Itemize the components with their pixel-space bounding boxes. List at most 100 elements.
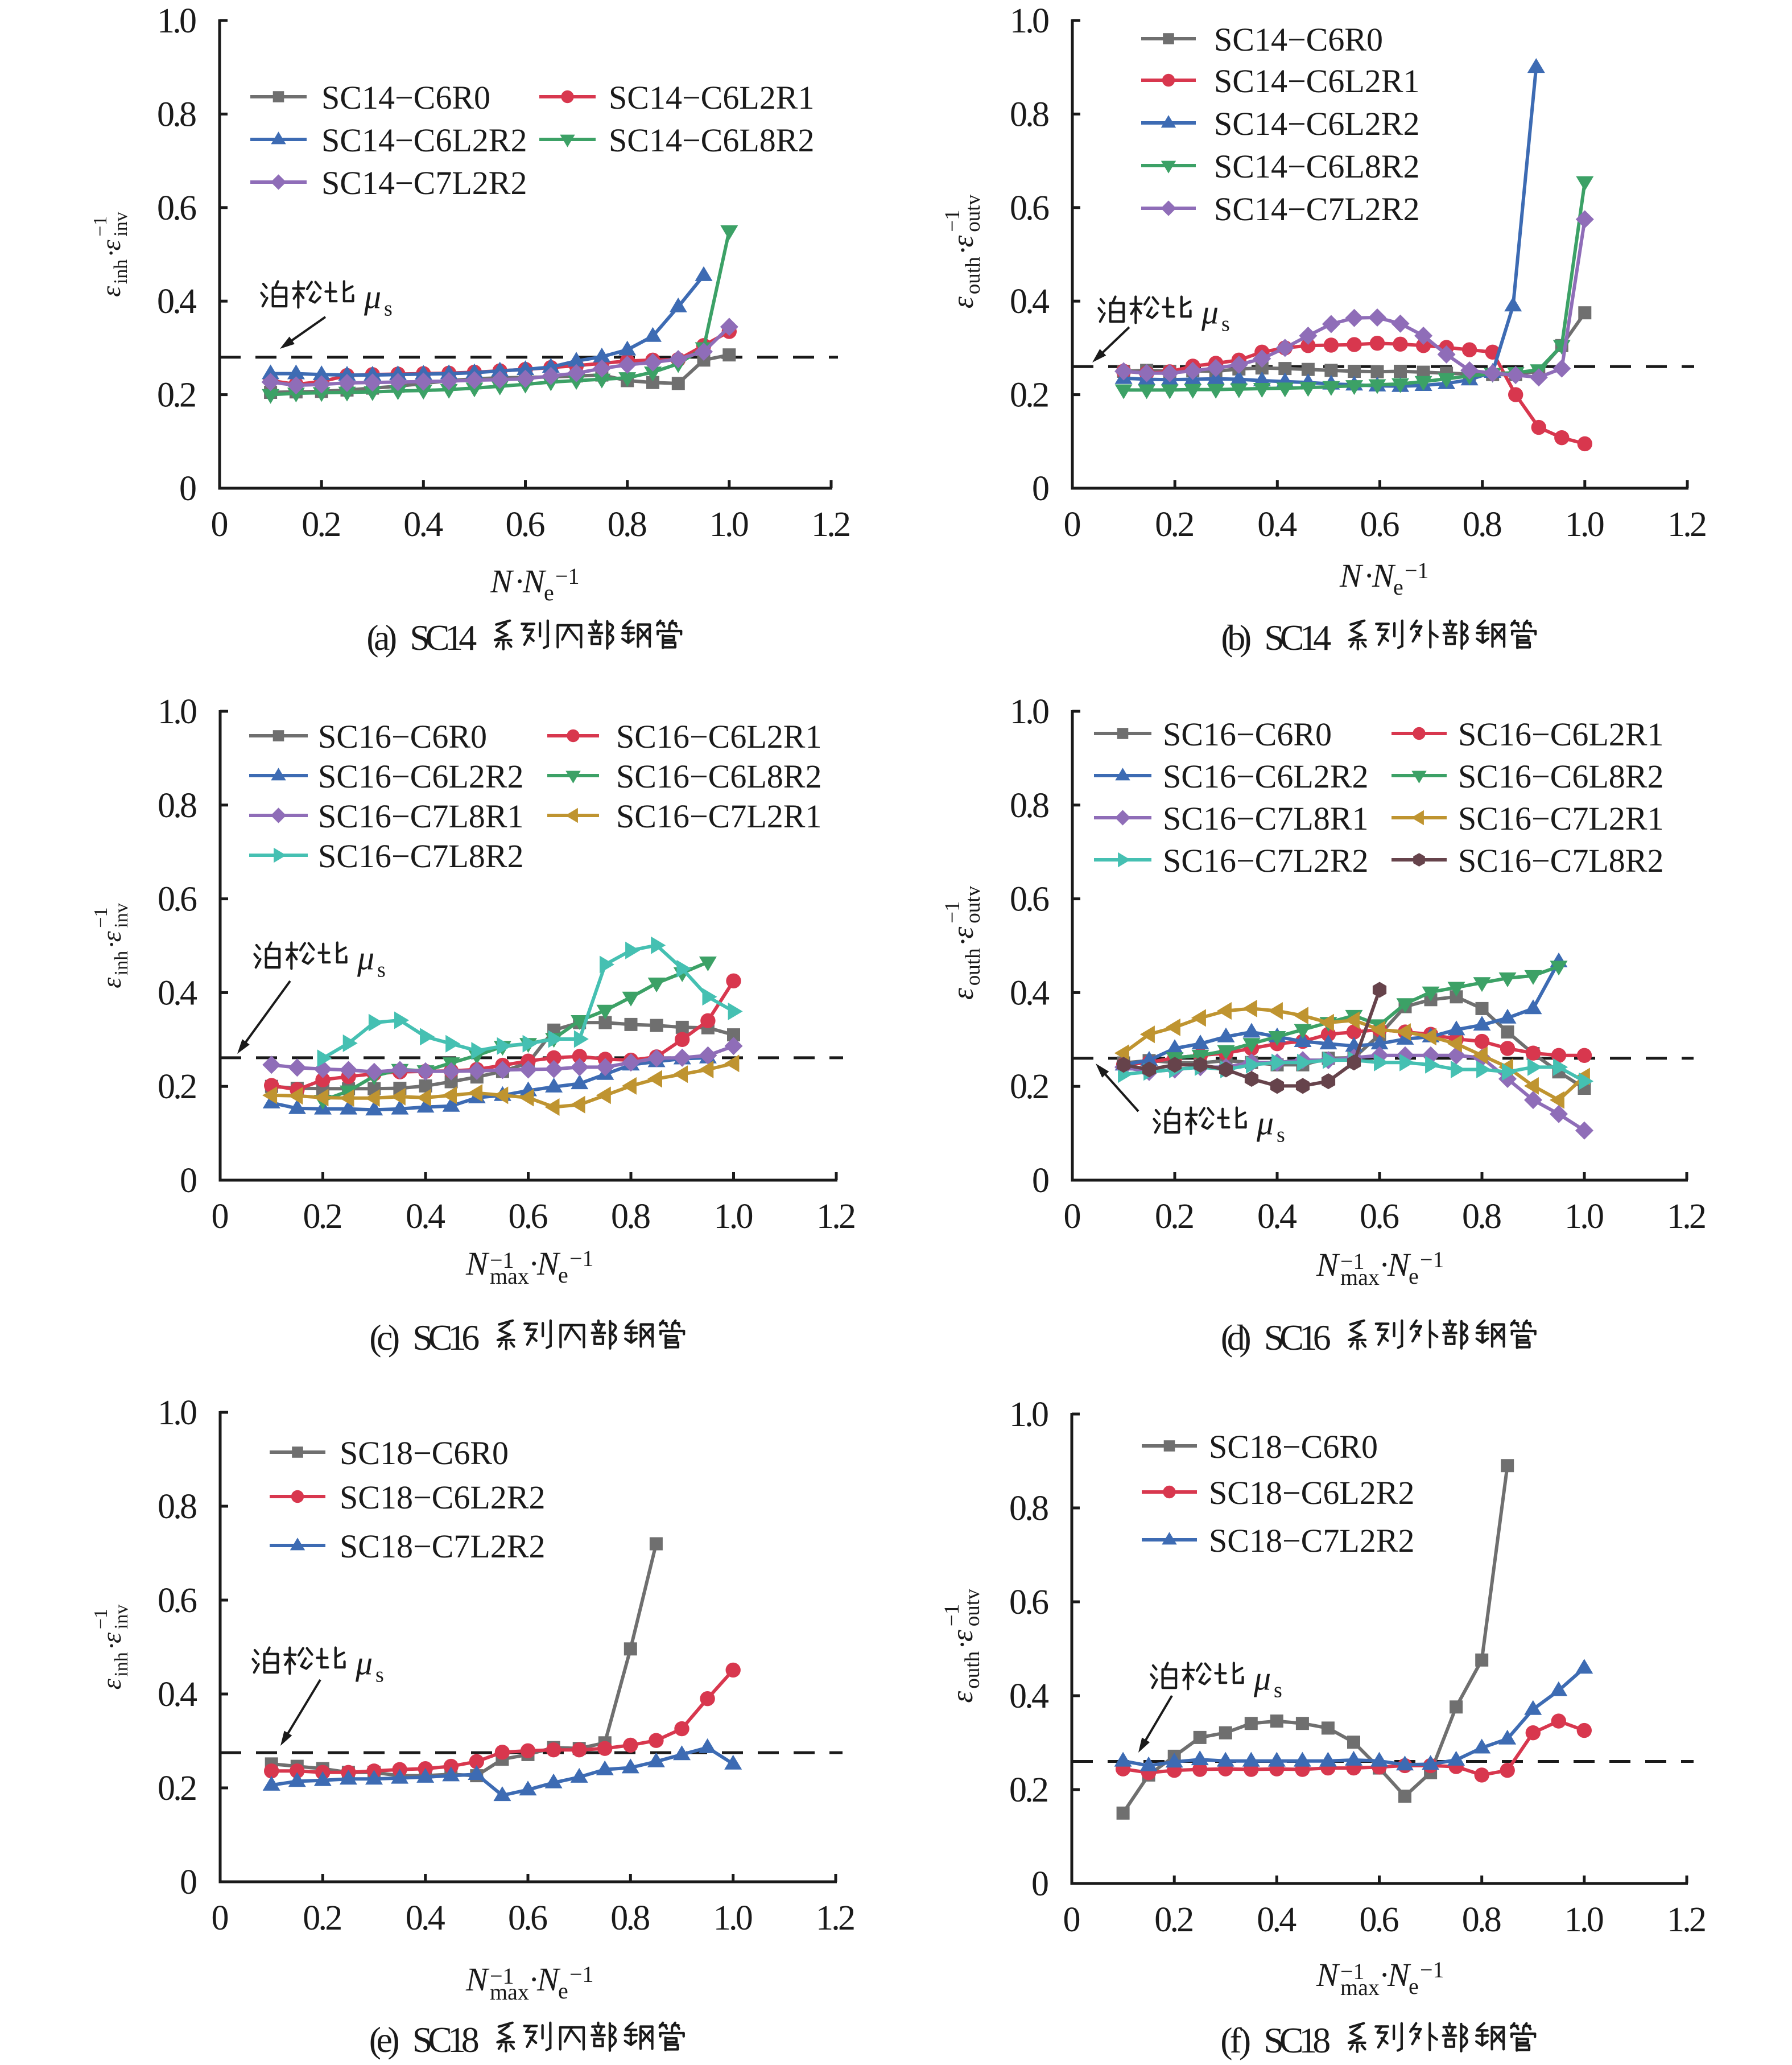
svg-text:−1: −1: [1340, 1959, 1365, 1984]
svg-text:0.6: 0.6: [1010, 189, 1050, 228]
svg-text:(c): (c): [369, 1317, 400, 1358]
svg-text:SC16−C6L2R2: SC16−C6L2R2: [318, 758, 523, 795]
svg-text:SC16−C6R0: SC16−C6R0: [1163, 716, 1332, 753]
svg-text:0.6: 0.6: [506, 505, 546, 544]
svg-text:SC18−C6R0: SC18−C6R0: [340, 1435, 509, 1472]
svg-text:ε: ε: [97, 931, 127, 942]
svg-text:0.6: 0.6: [158, 1581, 197, 1620]
svg-text:0.4: 0.4: [1257, 1197, 1297, 1236]
svg-text:ε: ε: [96, 286, 126, 297]
svg-text:0: 0: [211, 505, 229, 544]
svg-text:μ: μ: [1256, 1104, 1274, 1141]
svg-text:inh: inh: [111, 951, 132, 975]
svg-text:SC16−C7L2R1: SC16−C7L2R1: [1458, 800, 1663, 837]
svg-text:SC14−C6L8R2: SC14−C6L8R2: [609, 122, 814, 159]
svg-text:0.8: 0.8: [157, 95, 197, 134]
svg-text:SC14: SC14: [1264, 617, 1331, 658]
svg-text:s: s: [384, 296, 393, 320]
svg-text:SC16−C7L8R1: SC16−C7L8R1: [318, 798, 523, 835]
svg-text:ε: ε: [97, 1679, 127, 1689]
svg-text:SC14−C7L2R2: SC14−C7L2R2: [1214, 191, 1419, 228]
svg-text:N: N: [1316, 1246, 1340, 1283]
svg-text:outh: outh: [961, 948, 985, 986]
svg-text:0: 0: [212, 1197, 229, 1236]
svg-text:0.6: 0.6: [509, 1197, 548, 1236]
svg-text:SC18−C7L2R2: SC18−C7L2R2: [340, 1528, 545, 1565]
svg-text:SC14−C7L2R2: SC14−C7L2R2: [321, 164, 527, 201]
svg-text:0: 0: [1032, 469, 1050, 508]
svg-text:s: s: [1277, 1123, 1285, 1147]
svg-text:1.2: 1.2: [1667, 505, 1707, 544]
svg-text:s: s: [1221, 312, 1230, 336]
svg-text:0.4: 0.4: [406, 1899, 445, 1938]
svg-text:s: s: [377, 958, 386, 982]
svg-text:inv: inv: [111, 1605, 132, 1629]
svg-text:μ: μ: [1201, 293, 1219, 331]
svg-text:inh: inh: [111, 1652, 132, 1676]
svg-text:1.0: 1.0: [157, 2, 197, 40]
svg-text:N: N: [1316, 1956, 1340, 1993]
svg-text:1.0: 1.0: [1010, 693, 1050, 731]
svg-text:0.6: 0.6: [1360, 1197, 1399, 1236]
svg-text:0.6: 0.6: [158, 880, 197, 919]
svg-text:μ: μ: [364, 278, 381, 315]
svg-text:SC16−C6L2R2: SC16−C6L2R2: [1163, 758, 1368, 795]
svg-text:N: N: [465, 1961, 490, 1998]
svg-text:0.2: 0.2: [1010, 1067, 1050, 1106]
svg-text:0.8: 0.8: [158, 1487, 197, 1526]
svg-text:−1: −1: [1405, 558, 1429, 583]
svg-text:1.2: 1.2: [811, 505, 851, 544]
svg-text:−1: −1: [1340, 1248, 1365, 1274]
svg-text:e: e: [1393, 574, 1403, 600]
svg-text:ε: ε: [947, 236, 980, 248]
svg-text:0.4: 0.4: [1257, 505, 1297, 544]
svg-text:SC14−C6L2R2: SC14−C6L2R2: [1214, 105, 1419, 142]
svg-text:SC16−C7L2R1: SC16−C7L2R1: [616, 798, 821, 835]
svg-text:SC16−C7L2R2: SC16−C7L2R2: [1163, 842, 1368, 879]
svg-text:max: max: [490, 1263, 529, 1289]
svg-text:−1: −1: [490, 1247, 514, 1273]
svg-text:·: ·: [528, 1961, 539, 1998]
svg-text:inv: inv: [111, 903, 132, 928]
svg-text:(b): (b): [1221, 617, 1252, 658]
svg-text:·: ·: [947, 245, 980, 255]
svg-text:1.0: 1.0: [709, 505, 749, 544]
svg-text:−1: −1: [90, 216, 111, 237]
svg-text:0.6: 0.6: [1009, 1583, 1049, 1622]
svg-text:N: N: [522, 563, 547, 600]
svg-text:SC16−C6L2R1: SC16−C6L2R1: [616, 718, 821, 755]
svg-text:e: e: [1409, 1973, 1419, 1999]
svg-text:0: 0: [180, 1161, 197, 1200]
svg-text:1.2: 1.2: [1667, 1901, 1707, 1939]
svg-text:1.2: 1.2: [816, 1899, 856, 1938]
svg-text:N: N: [1372, 557, 1396, 594]
svg-text:ε: ε: [947, 296, 980, 308]
svg-text:(a): (a): [366, 617, 397, 658]
svg-text:0.8: 0.8: [1010, 786, 1050, 825]
svg-text:·: ·: [97, 1641, 127, 1650]
svg-text:μ: μ: [355, 1644, 373, 1681]
svg-text:ε: ε: [947, 988, 980, 1000]
svg-text:N: N: [1387, 1246, 1411, 1283]
svg-text:0: 0: [1032, 1161, 1050, 1200]
svg-text:N: N: [465, 1245, 490, 1282]
svg-text:SC14: SC14: [410, 617, 477, 658]
svg-text:SC18−C6L2R2: SC18−C6L2R2: [340, 1479, 545, 1516]
svg-text:0.8: 0.8: [1462, 1901, 1502, 1939]
svg-text:ε: ε: [946, 1630, 979, 1642]
svg-text:e: e: [544, 580, 554, 605]
svg-text:−1: −1: [90, 908, 112, 928]
svg-text:0.8: 0.8: [611, 1197, 651, 1236]
svg-text:outh: outh: [961, 1651, 984, 1688]
svg-text:SC14−C6L2R2: SC14−C6L2R2: [321, 122, 527, 159]
svg-text:0.2: 0.2: [303, 1899, 342, 1938]
svg-text:SC14−C6R0: SC14−C6R0: [321, 79, 490, 116]
svg-text:−1: −1: [941, 901, 964, 923]
svg-text:0.6: 0.6: [1010, 880, 1050, 919]
svg-text:e: e: [558, 1978, 568, 2004]
svg-text:0.4: 0.4: [1257, 1901, 1296, 1939]
svg-text:−1: −1: [1420, 1247, 1444, 1272]
svg-text:max: max: [1340, 1975, 1380, 2000]
svg-text:N: N: [1339, 557, 1364, 594]
svg-text:N: N: [536, 1245, 561, 1282]
